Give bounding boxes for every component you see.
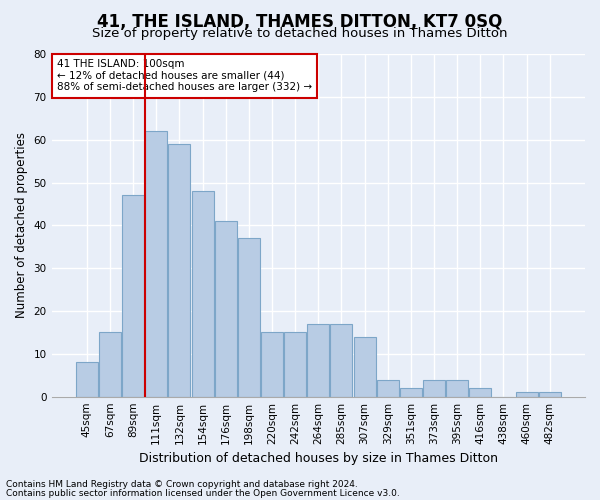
- Bar: [307, 324, 329, 396]
- Bar: [238, 238, 260, 396]
- Bar: [423, 380, 445, 396]
- Text: Contains HM Land Registry data © Crown copyright and database right 2024.: Contains HM Land Registry data © Crown c…: [6, 480, 358, 489]
- Bar: [145, 131, 167, 396]
- Bar: [446, 380, 468, 396]
- Bar: [353, 336, 376, 396]
- X-axis label: Distribution of detached houses by size in Thames Ditton: Distribution of detached houses by size …: [139, 452, 498, 465]
- Bar: [539, 392, 561, 396]
- Bar: [261, 332, 283, 396]
- Bar: [122, 196, 144, 396]
- Bar: [215, 221, 236, 396]
- Y-axis label: Number of detached properties: Number of detached properties: [15, 132, 28, 318]
- Bar: [400, 388, 422, 396]
- Bar: [377, 380, 399, 396]
- Bar: [331, 324, 352, 396]
- Bar: [169, 144, 190, 397]
- Bar: [469, 388, 491, 396]
- Bar: [284, 332, 306, 396]
- Bar: [191, 191, 214, 396]
- Bar: [99, 332, 121, 396]
- Text: 41, THE ISLAND, THAMES DITTON, KT7 0SQ: 41, THE ISLAND, THAMES DITTON, KT7 0SQ: [97, 12, 503, 30]
- Text: 41 THE ISLAND: 100sqm
← 12% of detached houses are smaller (44)
88% of semi-deta: 41 THE ISLAND: 100sqm ← 12% of detached …: [57, 59, 312, 92]
- Text: Size of property relative to detached houses in Thames Ditton: Size of property relative to detached ho…: [92, 28, 508, 40]
- Bar: [515, 392, 538, 396]
- Text: Contains public sector information licensed under the Open Government Licence v3: Contains public sector information licen…: [6, 488, 400, 498]
- Bar: [76, 362, 98, 396]
